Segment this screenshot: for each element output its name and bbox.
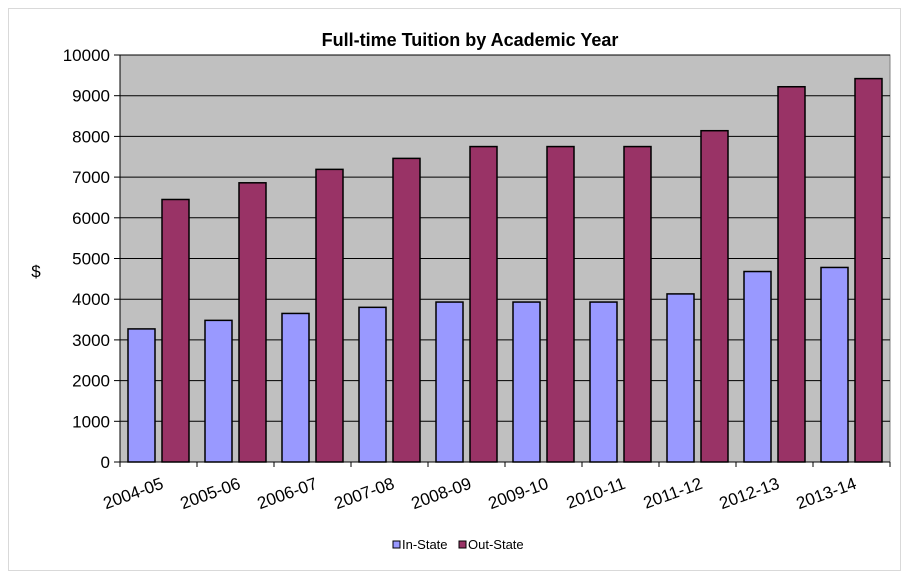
bar-in-state-2012-13 — [743, 270, 772, 463]
bar-in-state-2007-08 — [358, 306, 387, 463]
bar-in-state-2008-09 — [435, 301, 464, 463]
bar-out-state-2012-13 — [777, 85, 806, 463]
y-tick-label: 1000 — [72, 412, 110, 431]
x-tick-label: 2009-10 — [486, 474, 551, 513]
y-tick-label: 6000 — [72, 209, 110, 228]
bar-out-state-2009-10 — [546, 145, 575, 463]
bar-in-state-2005-06 — [204, 319, 233, 463]
y-tick-label: 9000 — [72, 87, 110, 106]
legend-swatch-out-state — [458, 540, 467, 549]
bar-in-state-2011-12 — [666, 293, 695, 463]
bar-in-state-2013-14 — [820, 266, 849, 463]
bar-out-state-2011-12 — [700, 129, 729, 463]
y-tick-label: 8000 — [72, 127, 110, 146]
bar-out-state-2010-11 — [623, 145, 652, 463]
bar-out-state-2013-14 — [854, 77, 883, 463]
x-tick-label: 2008-09 — [409, 474, 474, 513]
y-tick-label: 2000 — [72, 372, 110, 391]
bar-out-state-2008-09 — [469, 145, 498, 463]
plot-area: 0 1000 2000 3000 4000 5000 6000 7000 8000 9000 100… — [63, 46, 891, 513]
bar-out-state-2006-07 — [315, 168, 344, 463]
bar-in-state-2009-10 — [512, 301, 541, 463]
y-tick-label: 5000 — [72, 250, 110, 269]
bar-in-state-2006-07 — [281, 312, 310, 463]
bar-out-state-2007-08 — [392, 157, 421, 463]
bar-out-state-2005-06 — [238, 182, 267, 463]
x-tick-label: 2010-11 — [564, 474, 628, 513]
y-axis-label: $ — [31, 262, 41, 281]
y-tick-label: 3000 — [72, 331, 110, 350]
chart-frame — [8, 8, 901, 571]
legend-label-in-state: In-State — [402, 537, 448, 552]
y-tick-label: 10000 — [63, 46, 110, 65]
bar-in-state-2004-05 — [127, 328, 156, 463]
x-tick-label: 2012-13 — [717, 474, 782, 513]
bar-out-state-2004-05 — [161, 198, 190, 463]
chart-title: Full-time Tuition by Academic Year — [322, 30, 619, 50]
y-tick-label: 7000 — [72, 168, 110, 187]
x-tick-label: 2007-08 — [332, 474, 397, 513]
legend-label-out-state: Out-State — [468, 537, 524, 552]
y-tick-label: 4000 — [72, 290, 110, 309]
legend-swatch-in-state — [392, 540, 401, 549]
x-tick-label: 2006-07 — [255, 474, 320, 513]
legend: In-State Out-State — [392, 537, 524, 552]
x-tick-label: 2013-14 — [794, 474, 859, 513]
x-tick-label: 2005-06 — [178, 474, 243, 513]
y-tick-label: 0 — [101, 453, 110, 472]
x-tick-label: 2004-05 — [101, 474, 166, 513]
bar-in-state-2010-11 — [589, 301, 618, 463]
x-tick-label: 2011-12 — [641, 474, 705, 513]
